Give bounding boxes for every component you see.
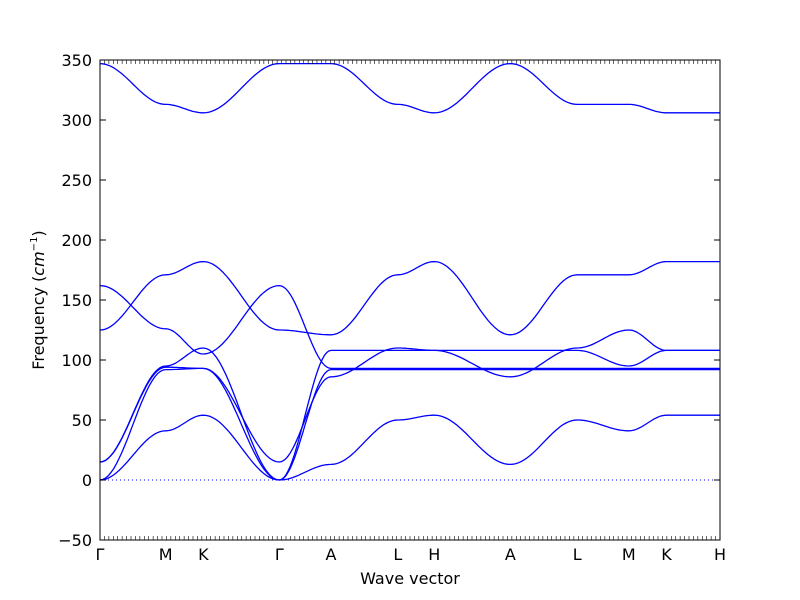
- y-tick-label: 0: [82, 471, 92, 490]
- band-line-1: [99, 414, 720, 481]
- x-tick-label: M: [622, 545, 636, 564]
- x-tick-label: A: [326, 545, 337, 564]
- x-axis-label: Wave vector: [360, 569, 460, 588]
- y-tick-label: 100: [61, 351, 92, 370]
- x-tick-label: H: [428, 545, 440, 564]
- y-axis-ticks: −50 0 50 100 150 200 250 300 350: [58, 51, 720, 550]
- band-line-6: [99, 284, 720, 370]
- y-tick-label: 150: [61, 291, 92, 310]
- x-tick-label: L: [393, 545, 402, 564]
- y-tick-label: 300: [61, 111, 92, 130]
- x-tick-label: A: [505, 545, 516, 564]
- band-line-4: [99, 329, 720, 463]
- x-tick-label: K: [661, 545, 672, 564]
- band-line-2: [99, 367, 720, 481]
- x-tick-label: L: [573, 545, 582, 564]
- y-axis-label: Frequency (cm−1): [29, 230, 48, 369]
- x-tick-label: H: [714, 545, 726, 564]
- x-tick-label: Γ: [275, 545, 284, 564]
- x-tick-label: Γ: [96, 545, 105, 564]
- band-line-7: [99, 62, 720, 114]
- y-tick-label: 350: [61, 51, 92, 70]
- y-tick-label: 200: [61, 231, 92, 250]
- band-lines: [99, 62, 720, 481]
- y-tick-label: −50: [58, 531, 92, 550]
- x-tick-label: K: [198, 545, 209, 564]
- y-tick-label: 50: [72, 411, 92, 430]
- y-tick-label: 250: [61, 171, 92, 190]
- plot-frame: [99, 59, 721, 541]
- x-tick-label: M: [159, 545, 173, 564]
- band-line-3: [99, 347, 720, 481]
- band-line-5: [99, 260, 720, 336]
